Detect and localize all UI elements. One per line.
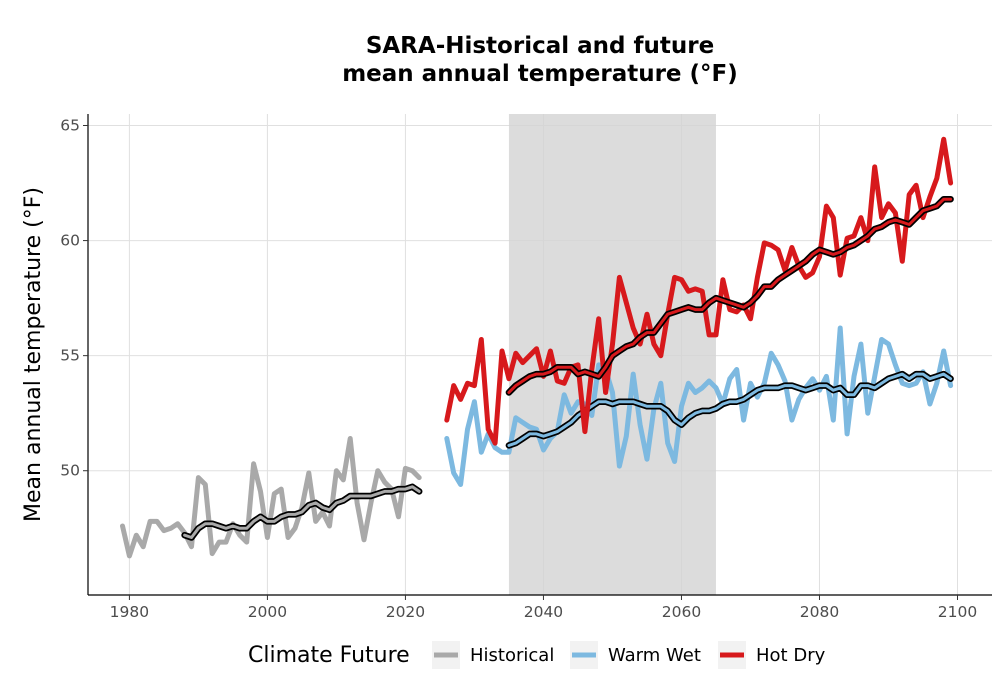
x-tick-label: 2080 bbox=[800, 603, 839, 621]
chart-title-line: mean annual temperature (°F) bbox=[342, 61, 738, 87]
chart-title: SARA-Historical and future mean annual te… bbox=[342, 33, 738, 87]
x-tick-label: 2020 bbox=[386, 603, 425, 621]
legend-label-warm-wet: Warm Wet bbox=[608, 645, 701, 666]
historical-line bbox=[120, 436, 422, 559]
y-axis-title: Mean annual temperature (°F) bbox=[21, 187, 46, 522]
legend-title: Climate Future bbox=[248, 643, 410, 668]
y-tick-label: 50 bbox=[60, 462, 80, 480]
y-tick-label: 60 bbox=[60, 232, 80, 250]
axes bbox=[87, 114, 992, 596]
chart-title-line: SARA-Historical and future bbox=[366, 33, 714, 59]
x-tick-label: 2100 bbox=[938, 603, 977, 621]
hot-dry-trend-line bbox=[507, 197, 953, 394]
series-layer bbox=[120, 136, 954, 559]
legend-label-hot-dry: Hot Dry bbox=[756, 645, 826, 666]
y-tick-label: 65 bbox=[60, 117, 80, 135]
tick-labels: 1980 2000 2020 2040 2060 2080 2100 50 55 60 65 bbox=[60, 117, 977, 621]
legend-label-historical: Historical bbox=[470, 645, 554, 666]
x-tick-label: 1980 bbox=[110, 603, 149, 621]
legend: Climate Future Historical Warm Wet Hot Dry bbox=[248, 641, 826, 669]
x-tick-label: 2000 bbox=[248, 603, 287, 621]
y-tick-label: 55 bbox=[60, 347, 80, 365]
x-tick-label: 2040 bbox=[524, 603, 563, 621]
x-tick-label: 2060 bbox=[662, 603, 701, 621]
historical-trend-line bbox=[183, 485, 421, 539]
warm-wet-line bbox=[444, 325, 954, 487]
